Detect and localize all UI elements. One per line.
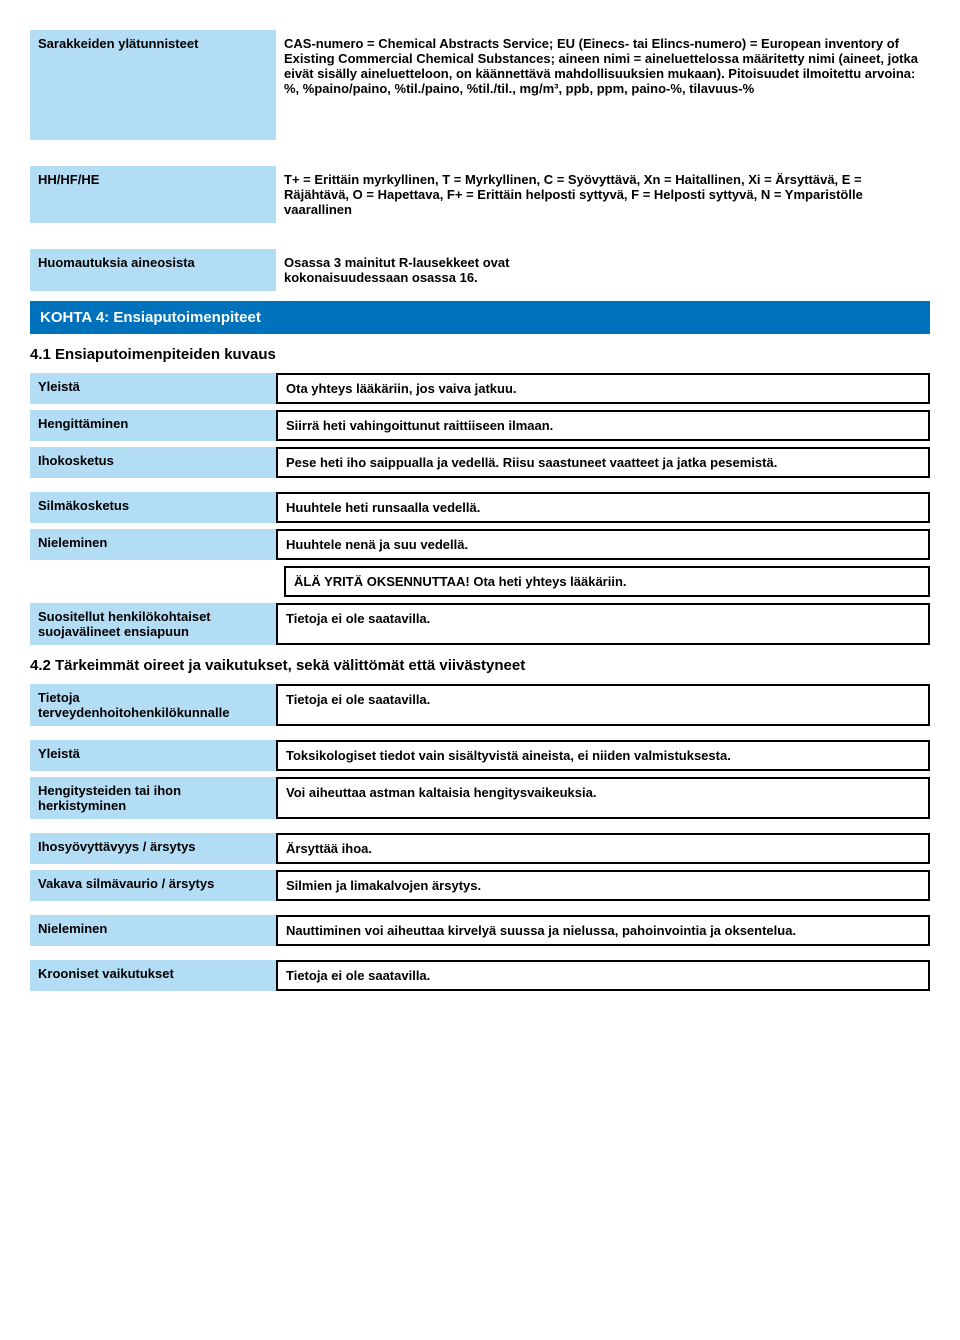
value-hengitysteiden: Voi aiheuttaa astman kaltaisia hengitysv…	[276, 777, 930, 819]
label-tietoja-terv: Tietoja terveydenhoitohenkilökunnalle	[30, 684, 276, 726]
value-silmakosketus: Huuhtele heti runsaalla vedellä.	[276, 492, 930, 523]
value-huomautuksia: Osassa 3 mainitut R-lausekkeet ovat koko…	[276, 249, 576, 291]
value-ala-yrita: ÄLÄ YRITÄ OKSENNUTTAA! Ota heti yhteys l…	[284, 566, 930, 597]
label-yleista: Yleistä	[30, 373, 276, 404]
label-suositellut: Suositellut henkilökohtaiset suojaväline…	[30, 603, 276, 645]
label-ihokosketus: Ihokosketus	[30, 447, 276, 478]
value-ihokosketus: Pese heti iho saippualla ja vedellä. Rii…	[276, 447, 930, 478]
label-hengittaminen: Hengittäminen	[30, 410, 276, 441]
row-ihokosketus: Ihokosketus Pese heti iho saippualla ja …	[30, 447, 930, 478]
value-ihosyovyttavyys: Ärsyttää ihoa.	[276, 833, 930, 864]
label-vakava-silma: Vakava silmävaurio / ärsytys	[30, 870, 276, 901]
row-nieleminen: Nieleminen Huuhtele nenä ja suu vedellä.	[30, 529, 930, 560]
label-silmakosketus: Silmäkosketus	[30, 492, 276, 523]
row-silmakosketus: Silmäkosketus Huuhtele heti runsaalla ve…	[30, 492, 930, 523]
row-suositellut: Suositellut henkilökohtaiset suojaväline…	[30, 603, 930, 645]
value-tietoja-terv: Tietoja ei ole saatavilla.	[276, 684, 930, 726]
value-suositellut: Tietoja ei ole saatavilla.	[276, 603, 930, 645]
label-krooniset: Krooniset vaikutukset	[30, 960, 276, 991]
label-yleista2: Yleistä	[30, 740, 276, 771]
label-nieleminen2: Nieleminen	[30, 915, 276, 946]
row-nieleminen2: Nieleminen Nauttiminen voi aiheuttaa kir…	[30, 915, 930, 946]
row-hhhfhe: HH/HF/HE T+ = Erittäin myrkyllinen, T = …	[30, 166, 930, 223]
label-huomautuksia: Huomautuksia aineosista	[30, 249, 276, 291]
label-hengitysteiden: Hengitysteiden tai ihon herkistyminen	[30, 777, 276, 819]
row-sarakkeiden: Sarakkeiden ylätunnisteet CAS-numero = C…	[30, 30, 930, 140]
subsection-41: 4.1 Ensiaputoimenpiteiden kuvaus	[30, 340, 930, 369]
label-nieleminen: Nieleminen	[30, 529, 276, 560]
value-hhhfhe: T+ = Erittäin myrkyllinen, T = Myrkyllin…	[276, 166, 930, 223]
row-ihosyovyttavyys: Ihosyövyttävyys / ärsytys Ärsyttää ihoa.	[30, 833, 930, 864]
value-hengittaminen: Siirrä heti vahingoittunut raittiiseen i…	[276, 410, 930, 441]
row-yleista2: Yleistä Toksikologiset tiedot vain sisäl…	[30, 740, 930, 771]
row-vakava-silma: Vakava silmävaurio / ärsytys Silmien ja …	[30, 870, 930, 901]
row-hengittaminen: Hengittäminen Siirrä heti vahingoittunut…	[30, 410, 930, 441]
value-vakava-silma: Silmien ja limakalvojen ärsytys.	[276, 870, 930, 901]
row-krooniset: Krooniset vaikutukset Tietoja ei ole saa…	[30, 960, 930, 991]
row-yleista: Yleistä Ota yhteys lääkäriin, jos vaiva …	[30, 373, 930, 404]
value-yleista2: Toksikologiset tiedot vain sisältyvistä …	[276, 740, 930, 771]
label-ihosyovyttavyys: Ihosyövyttävyys / ärsytys	[30, 833, 276, 864]
row-tietoja-terv: Tietoja terveydenhoitohenkilökunnalle Ti…	[30, 684, 930, 726]
row-hengitysteiden: Hengitysteiden tai ihon herkistyminen Vo…	[30, 777, 930, 819]
value-sarakkeiden: CAS-numero = Chemical Abstracts Service;…	[276, 30, 930, 140]
value-nieleminen: Huuhtele nenä ja suu vedellä.	[276, 529, 930, 560]
label-hhhfhe: HH/HF/HE	[30, 166, 276, 223]
value-krooniset: Tietoja ei ole saatavilla.	[276, 960, 930, 991]
subsection-42: 4.2 Tärkeimmät oireet ja vaikutukset, se…	[30, 651, 930, 680]
value-yleista: Ota yhteys lääkäriin, jos vaiva jatkuu.	[276, 373, 930, 404]
row-huomautuksia: Huomautuksia aineosista Osassa 3 mainitu…	[30, 249, 930, 291]
value-nieleminen2: Nauttiminen voi aiheuttaa kirvelyä suuss…	[276, 915, 930, 946]
label-sarakkeiden: Sarakkeiden ylätunnisteet	[30, 30, 276, 140]
section4-header: KOHTA 4: Ensiaputoimenpiteet	[30, 301, 930, 334]
